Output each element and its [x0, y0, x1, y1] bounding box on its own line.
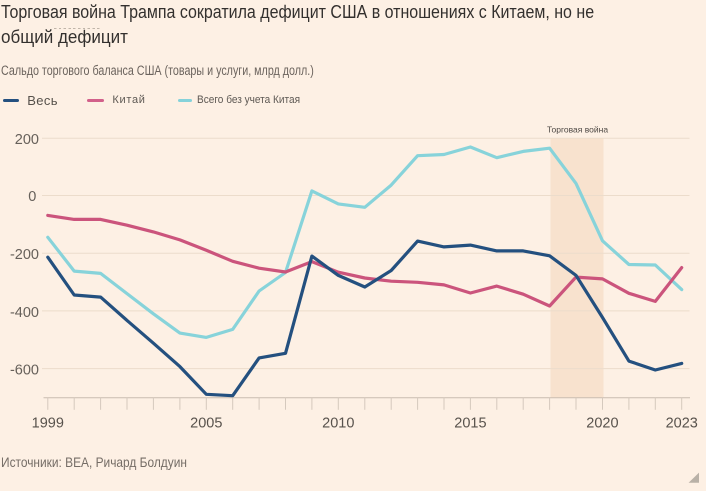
svg-text:2023: 2023	[666, 416, 698, 432]
svg-text:2010: 2010	[322, 416, 354, 432]
svg-text:-400: -400	[10, 305, 39, 321]
svg-text:1999: 1999	[32, 416, 64, 432]
svg-text:-200: -200	[10, 247, 39, 263]
svg-text:2015: 2015	[454, 416, 486, 432]
svg-text:Торговая война: Торговая война	[547, 125, 608, 135]
svg-text:0: 0	[28, 189, 36, 205]
svg-text:200: 200	[15, 132, 39, 148]
svg-text:2020: 2020	[586, 416, 618, 432]
svg-text:-600: -600	[10, 363, 39, 379]
svg-text:2005: 2005	[190, 416, 222, 432]
